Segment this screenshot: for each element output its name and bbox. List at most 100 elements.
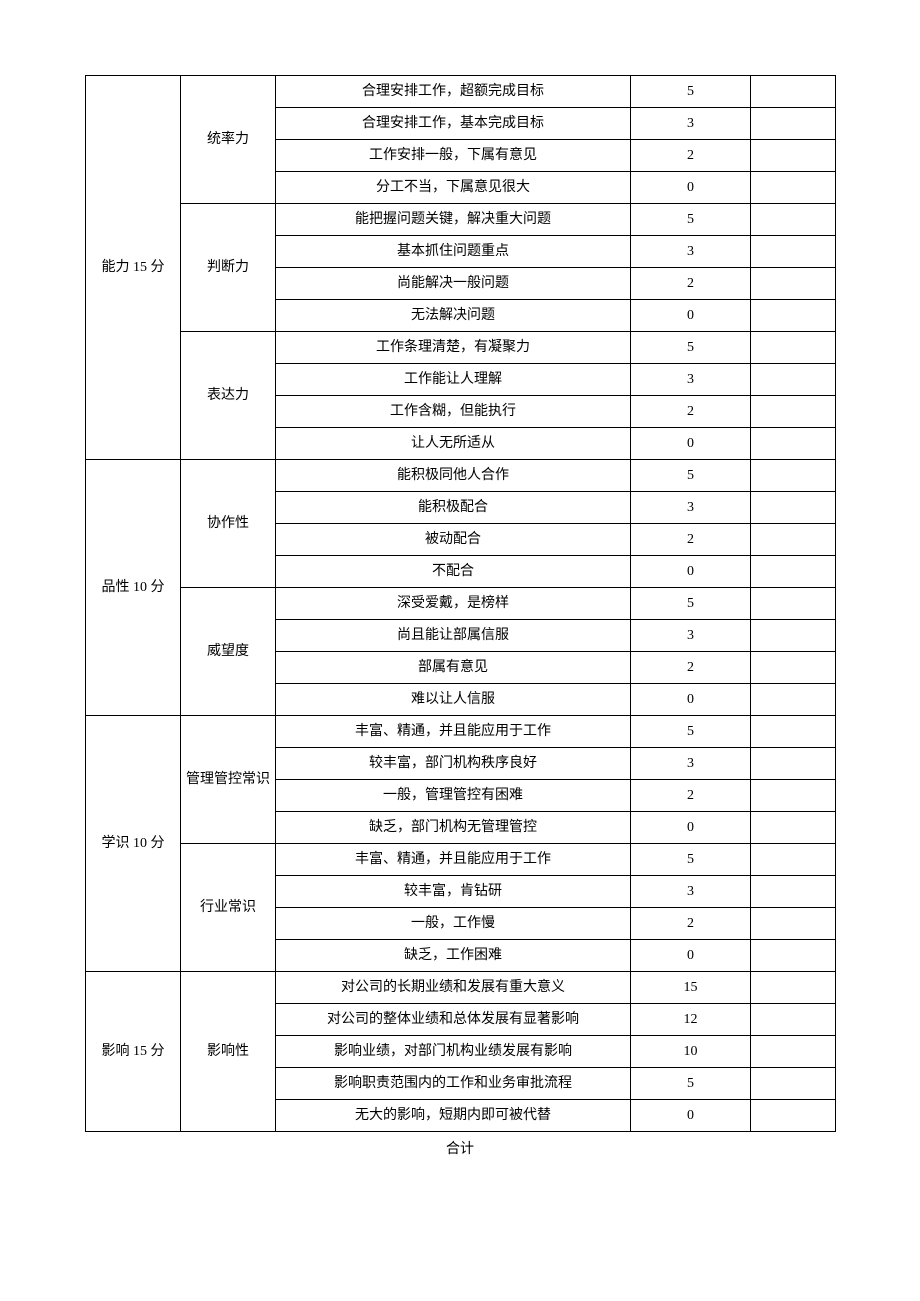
score-cell: 0 xyxy=(631,812,751,844)
blank-cell xyxy=(751,1004,836,1036)
description-cell: 能把握问题关键，解决重大问题 xyxy=(276,204,631,236)
table-row: 学识 10 分管理管控常识丰富、精通，并且能应用于工作5 xyxy=(86,716,836,748)
score-cell: 3 xyxy=(631,876,751,908)
description-cell: 影响业绩，对部门机构业绩发展有影响 xyxy=(276,1036,631,1068)
evaluation-table: 能力 15 分统率力合理安排工作，超额完成目标5合理安排工作，基本完成目标3工作… xyxy=(85,75,836,1132)
score-cell: 5 xyxy=(631,844,751,876)
blank-cell xyxy=(751,876,836,908)
score-cell: 15 xyxy=(631,972,751,1004)
blank-cell xyxy=(751,236,836,268)
blank-cell xyxy=(751,492,836,524)
blank-cell xyxy=(751,1068,836,1100)
score-cell: 10 xyxy=(631,1036,751,1068)
description-cell: 尚能解决一般问题 xyxy=(276,268,631,300)
blank-cell xyxy=(751,716,836,748)
blank-cell xyxy=(751,812,836,844)
description-cell: 无大的影响，短期内即可被代替 xyxy=(276,1100,631,1132)
description-cell: 一般，管理管控有困难 xyxy=(276,780,631,812)
description-cell: 被动配合 xyxy=(276,524,631,556)
description-cell: 丰富、精通，并且能应用于工作 xyxy=(276,716,631,748)
category-cell: 能力 15 分 xyxy=(86,76,181,460)
subcategory-cell: 协作性 xyxy=(181,460,276,588)
subcategory-cell: 行业常识 xyxy=(181,844,276,972)
score-cell: 0 xyxy=(631,428,751,460)
blank-cell xyxy=(751,908,836,940)
score-cell: 3 xyxy=(631,108,751,140)
table-row: 表达力工作条理清楚，有凝聚力5 xyxy=(86,332,836,364)
blank-cell xyxy=(751,524,836,556)
blank-cell xyxy=(751,972,836,1004)
description-cell: 分工不当，下属意见很大 xyxy=(276,172,631,204)
score-cell: 2 xyxy=(631,652,751,684)
description-cell: 工作含糊，但能执行 xyxy=(276,396,631,428)
blank-cell xyxy=(751,428,836,460)
score-cell: 3 xyxy=(631,236,751,268)
blank-cell xyxy=(751,652,836,684)
subcategory-cell: 表达力 xyxy=(181,332,276,460)
score-cell: 0 xyxy=(631,172,751,204)
score-cell: 0 xyxy=(631,556,751,588)
blank-cell xyxy=(751,172,836,204)
description-cell: 深受爱戴，是榜样 xyxy=(276,588,631,620)
description-cell: 能积极同他人合作 xyxy=(276,460,631,492)
description-cell: 合理安排工作，基本完成目标 xyxy=(276,108,631,140)
score-cell: 0 xyxy=(631,300,751,332)
score-cell: 0 xyxy=(631,1100,751,1132)
score-cell: 5 xyxy=(631,588,751,620)
subcategory-cell: 威望度 xyxy=(181,588,276,716)
blank-cell xyxy=(751,108,836,140)
blank-cell xyxy=(751,268,836,300)
score-cell: 5 xyxy=(631,716,751,748)
score-cell: 5 xyxy=(631,332,751,364)
blank-cell xyxy=(751,620,836,652)
blank-cell xyxy=(751,748,836,780)
blank-cell xyxy=(751,396,836,428)
blank-cell xyxy=(751,940,836,972)
blank-cell xyxy=(751,684,836,716)
description-cell: 难以让人信服 xyxy=(276,684,631,716)
blank-cell xyxy=(751,588,836,620)
table-row: 威望度深受爱戴，是榜样5 xyxy=(86,588,836,620)
score-cell: 2 xyxy=(631,780,751,812)
blank-cell xyxy=(751,780,836,812)
description-cell: 较丰富，肯钻研 xyxy=(276,876,631,908)
blank-cell xyxy=(751,1036,836,1068)
description-cell: 不配合 xyxy=(276,556,631,588)
blank-cell xyxy=(751,1100,836,1132)
description-cell: 一般，工作慢 xyxy=(276,908,631,940)
score-cell: 3 xyxy=(631,492,751,524)
table-row: 行业常识丰富、精通，并且能应用于工作5 xyxy=(86,844,836,876)
blank-cell xyxy=(751,332,836,364)
table-row: 判断力能把握问题关键，解决重大问题5 xyxy=(86,204,836,236)
description-cell: 缺乏，部门机构无管理管控 xyxy=(276,812,631,844)
score-cell: 2 xyxy=(631,908,751,940)
blank-cell xyxy=(751,364,836,396)
category-cell: 学识 10 分 xyxy=(86,716,181,972)
blank-cell xyxy=(751,140,836,172)
blank-cell xyxy=(751,300,836,332)
table-row: 品性 10 分协作性能积极同他人合作5 xyxy=(86,460,836,492)
description-cell: 工作能让人理解 xyxy=(276,364,631,396)
subcategory-cell: 管理管控常识 xyxy=(181,716,276,844)
description-cell: 工作条理清楚，有凝聚力 xyxy=(276,332,631,364)
description-cell: 让人无所适从 xyxy=(276,428,631,460)
score-cell: 0 xyxy=(631,684,751,716)
footer-total: 合计 xyxy=(85,1138,835,1158)
description-cell: 部属有意见 xyxy=(276,652,631,684)
score-cell: 0 xyxy=(631,940,751,972)
table-row: 能力 15 分统率力合理安排工作，超额完成目标5 xyxy=(86,76,836,108)
description-cell: 缺乏，工作困难 xyxy=(276,940,631,972)
description-cell: 无法解决问题 xyxy=(276,300,631,332)
description-cell: 丰富、精通，并且能应用于工作 xyxy=(276,844,631,876)
blank-cell xyxy=(751,204,836,236)
description-cell: 基本抓住问题重点 xyxy=(276,236,631,268)
score-cell: 2 xyxy=(631,268,751,300)
description-cell: 对公司的整体业绩和总体发展有显著影响 xyxy=(276,1004,631,1036)
score-cell: 5 xyxy=(631,460,751,492)
category-cell: 影响 15 分 xyxy=(86,972,181,1132)
subcategory-cell: 判断力 xyxy=(181,204,276,332)
description-cell: 工作安排一般，下属有意见 xyxy=(276,140,631,172)
blank-cell xyxy=(751,844,836,876)
description-cell: 影响职责范围内的工作和业务审批流程 xyxy=(276,1068,631,1100)
description-cell: 对公司的长期业绩和发展有重大意义 xyxy=(276,972,631,1004)
